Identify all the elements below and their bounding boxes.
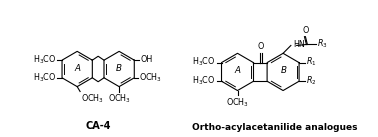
Text: O: O (257, 42, 264, 51)
Text: $R_3$: $R_3$ (317, 38, 328, 50)
Text: $R_1$: $R_1$ (306, 56, 316, 68)
Text: B: B (281, 66, 287, 75)
Text: Ortho-acylacetanilide analogues: Ortho-acylacetanilide analogues (192, 123, 358, 132)
Text: OH: OH (140, 55, 152, 64)
Text: B: B (116, 64, 122, 72)
Text: A: A (234, 66, 240, 75)
Text: $\mathregular{H_3CO}$: $\mathregular{H_3CO}$ (33, 53, 56, 66)
Text: $R_2$: $R_2$ (306, 75, 316, 87)
Text: $\mathregular{H_3CO}$: $\mathregular{H_3CO}$ (192, 75, 216, 87)
Text: $\mathregular{OCH_3}$: $\mathregular{OCH_3}$ (139, 71, 162, 84)
Text: $\mathregular{OCH_3}$: $\mathregular{OCH_3}$ (81, 92, 104, 105)
Text: CA-4: CA-4 (85, 121, 111, 131)
Text: $\mathregular{H_3CO}$: $\mathregular{H_3CO}$ (33, 71, 56, 84)
Text: $\mathregular{H_3CO}$: $\mathregular{H_3CO}$ (192, 56, 216, 68)
Text: HN: HN (293, 40, 305, 49)
Text: O: O (302, 26, 308, 35)
Text: $\mathregular{OCH_3}$: $\mathregular{OCH_3}$ (226, 96, 249, 109)
Text: $\mathregular{OCH_3}$: $\mathregular{OCH_3}$ (108, 92, 131, 105)
Text: A: A (74, 64, 80, 72)
